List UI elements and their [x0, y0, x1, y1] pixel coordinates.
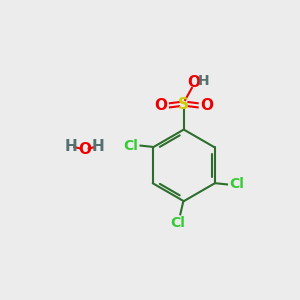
Text: H: H	[92, 139, 104, 154]
Text: O: O	[188, 75, 201, 90]
Text: S: S	[178, 97, 189, 112]
Text: Cl: Cl	[229, 177, 244, 191]
Text: O: O	[78, 142, 91, 157]
Text: O: O	[154, 98, 167, 113]
Text: Cl: Cl	[123, 139, 138, 153]
Text: Cl: Cl	[171, 216, 185, 230]
Text: H: H	[65, 139, 77, 154]
Text: H: H	[198, 74, 209, 88]
Text: O: O	[200, 98, 213, 113]
